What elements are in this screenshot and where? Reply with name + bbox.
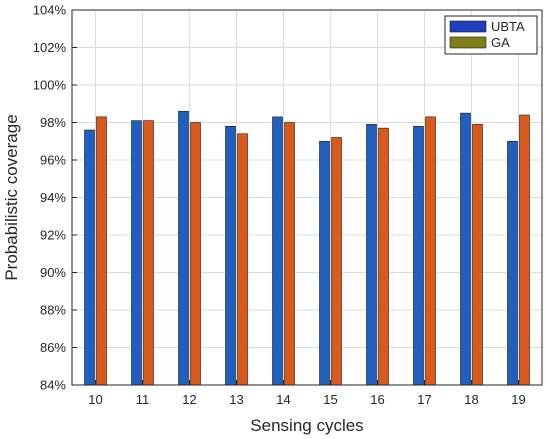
bar-ubta-11 [131, 120, 142, 386]
legend-swatch-ubta [449, 20, 487, 33]
y-tick-label: 84% [40, 378, 66, 393]
x-tick-label: 13 [229, 392, 243, 407]
y-axis-ticks: 84% 86% 88% 90% 92% 94% 96% 98% 100% 102% 104% [33, 3, 77, 393]
x-axis-ticks: 10 11 12 13 14 15 16 17 18 19 [88, 380, 526, 407]
y-tick-label: 96% [40, 153, 66, 168]
x-tick-label: 18 [464, 392, 478, 407]
bar-ga-11 [143, 120, 154, 386]
bar-ubta-18 [460, 112, 471, 386]
bar-ubta-10 [84, 129, 95, 386]
bar-ubta-15 [319, 140, 330, 386]
legend-label-ga: GA [491, 35, 510, 50]
bar-ubta-17 [413, 125, 424, 386]
y-tick-label: 86% [40, 340, 66, 355]
x-tick-label: 11 [136, 392, 150, 407]
x-tick-label: 19 [511, 392, 525, 407]
x-tick-label: 10 [88, 392, 102, 407]
bar-ubta-16 [366, 124, 377, 386]
y-tick-label: 98% [40, 115, 66, 130]
bar-ga-10 [96, 116, 107, 386]
y-tick-label: 104% [33, 3, 67, 18]
legend-label-ubta: UBTA [491, 19, 525, 34]
x-tick-label: 16 [370, 392, 384, 407]
x-tick-label: 15 [323, 392, 337, 407]
y-axis-label: Probabilistic coverage [2, 114, 21, 280]
y-tick-label: 88% [40, 303, 66, 318]
bar-ubta-14 [272, 116, 283, 386]
bar-ga-14 [284, 122, 295, 386]
legend-swatch-ga [449, 36, 487, 49]
bar-ga-19 [519, 114, 530, 386]
bar-ga-12 [190, 122, 201, 386]
bar-ubta-13 [225, 125, 236, 386]
y-tick-label: 100% [33, 78, 67, 93]
bar-ga-17 [425, 116, 436, 386]
bar-ga-15 [331, 137, 342, 386]
y-tick-label: 102% [33, 40, 67, 55]
bar-ga-16 [378, 127, 389, 386]
bar-ga-18 [472, 124, 483, 386]
bar-ubta-12 [178, 110, 189, 386]
x-tick-label: 14 [276, 392, 290, 407]
x-axis-label: Sensing cycles [250, 416, 363, 435]
y-tick-label: 90% [40, 265, 66, 280]
bars [84, 110, 530, 386]
bar-ubta-19 [507, 140, 518, 386]
y-tick-label: 94% [40, 190, 66, 205]
bar-ga-13 [237, 133, 248, 386]
x-tick-label: 12 [182, 392, 196, 407]
x-tick-label: 17 [417, 392, 431, 407]
y-tick-label: 92% [40, 228, 66, 243]
